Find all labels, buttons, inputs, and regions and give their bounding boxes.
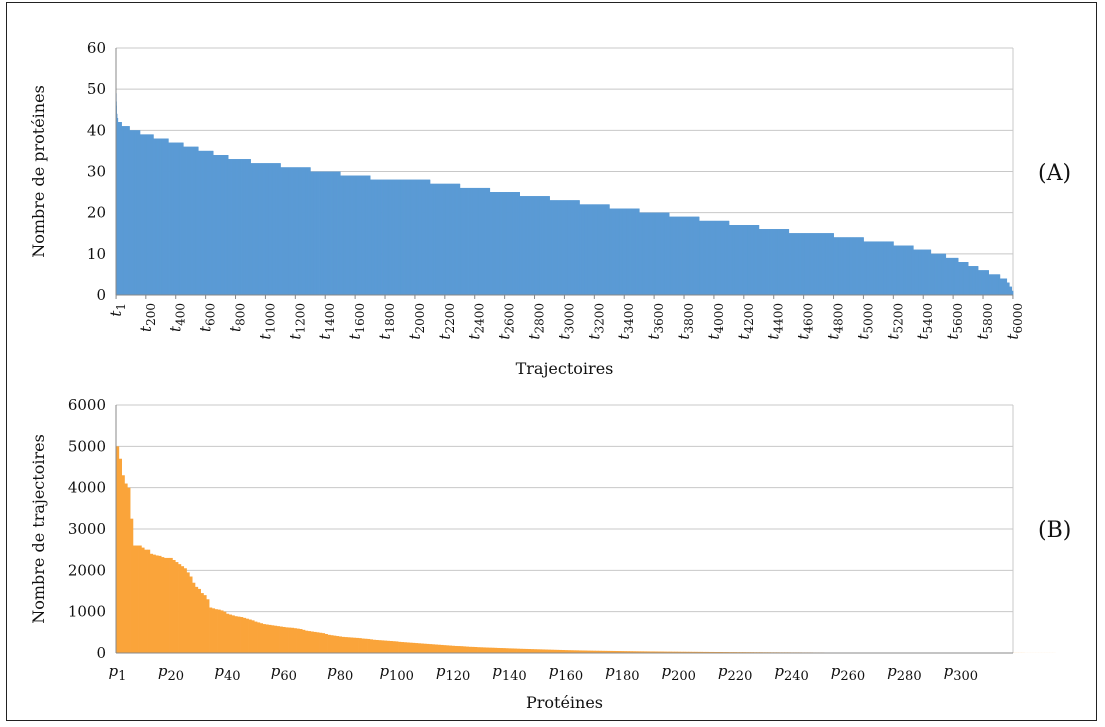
bars	[116, 89, 1014, 296]
chart-a: 0102030405060t1t200t400t600t800t1000t120…	[29, 39, 1071, 378]
figure-frame	[6, 2, 1097, 721]
